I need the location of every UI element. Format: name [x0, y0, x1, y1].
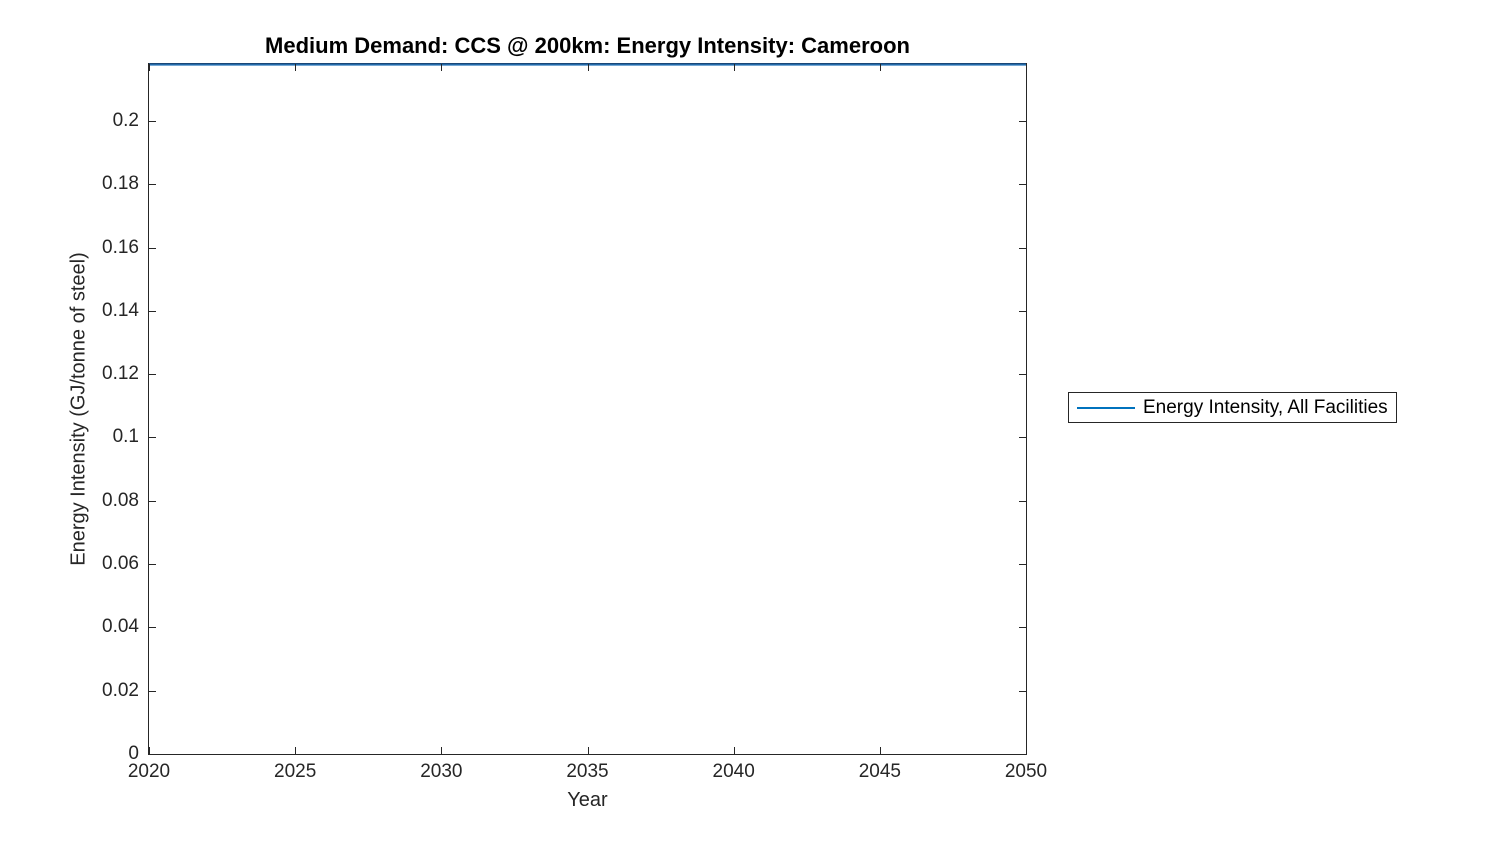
y-axis-label: Energy Intensity (GJ/tonne of steel) [67, 252, 90, 566]
legend-box: Energy Intensity, All Facilities [1068, 392, 1397, 423]
y-tick-right [1019, 120, 1026, 122]
x-tick-top [149, 64, 150, 71]
y-tick-label: 0.08 [102, 489, 139, 511]
y-tick-right [1019, 564, 1026, 566]
y-tick-right [1019, 500, 1026, 502]
y-tick [149, 120, 156, 122]
x-tick [1026, 747, 1027, 754]
x-tick-label: 2020 [127, 761, 171, 782]
y-tick-label: 0.02 [102, 679, 139, 701]
y-tick-label: 0.1 [112, 426, 139, 448]
y-tick-right [1019, 754, 1026, 755]
x-tick-top [587, 64, 589, 71]
x-tick [295, 747, 297, 754]
y-tick [149, 184, 156, 186]
y-tick [149, 754, 156, 755]
x-tick-label: 2050 [1004, 761, 1048, 782]
x-tick-label: 2025 [274, 761, 317, 782]
x-tick-label: 2040 [712, 761, 755, 782]
x-tick-top [295, 64, 297, 71]
x-tick [733, 747, 735, 754]
x-tick-top [1026, 64, 1027, 71]
y-tick-right [1019, 247, 1026, 249]
x-tick [149, 747, 150, 754]
y-tick-right [1019, 374, 1026, 376]
y-tick [149, 564, 156, 566]
y-tick [149, 500, 156, 502]
x-tick-top [441, 64, 443, 71]
plot-area: 2020 2025 2030 2035 2040 2045 2050 0 0.02 0.04 0.0… [102, 63, 1047, 782]
x-tick-label: 2045 [858, 761, 901, 782]
y-tick-right [1019, 184, 1026, 186]
y-tick-right [1019, 437, 1026, 439]
x-axis-label: Year [567, 789, 608, 811]
x-tick-label: 2030 [420, 761, 463, 782]
chart-title: Medium Demand: CCS @ 200km: Energy Inten… [265, 33, 910, 58]
y-tick [149, 310, 156, 312]
y-tick [149, 627, 156, 629]
x-tick [441, 747, 443, 754]
y-tick-right [1019, 690, 1026, 692]
y-tick-label: 0.2 [112, 109, 139, 131]
y-tick-label: 0 [128, 743, 139, 764]
y-tick-label: 0.06 [102, 553, 139, 575]
x-tick [879, 747, 881, 754]
x-tick-top [733, 64, 735, 71]
y-tick-label: 0.14 [102, 299, 139, 321]
y-tick-right [1019, 310, 1026, 312]
y-tick-label: 0.16 [102, 236, 139, 258]
y-tick-label: 0.04 [102, 616, 139, 638]
y-tick [149, 247, 156, 249]
legend-line-sample [1077, 406, 1135, 409]
x-tick-top [879, 64, 881, 71]
y-tick-label: 0.18 [102, 173, 139, 195]
y-tick-label: 0.12 [102, 363, 139, 385]
y-tick [149, 374, 156, 376]
x-tick [587, 747, 589, 754]
x-tick-label: 2035 [566, 761, 609, 782]
y-tick-right [1019, 627, 1026, 629]
y-tick [149, 437, 156, 439]
y-tick [149, 690, 156, 692]
legend-entry-label: Energy Intensity, All Facilities [1143, 396, 1388, 418]
